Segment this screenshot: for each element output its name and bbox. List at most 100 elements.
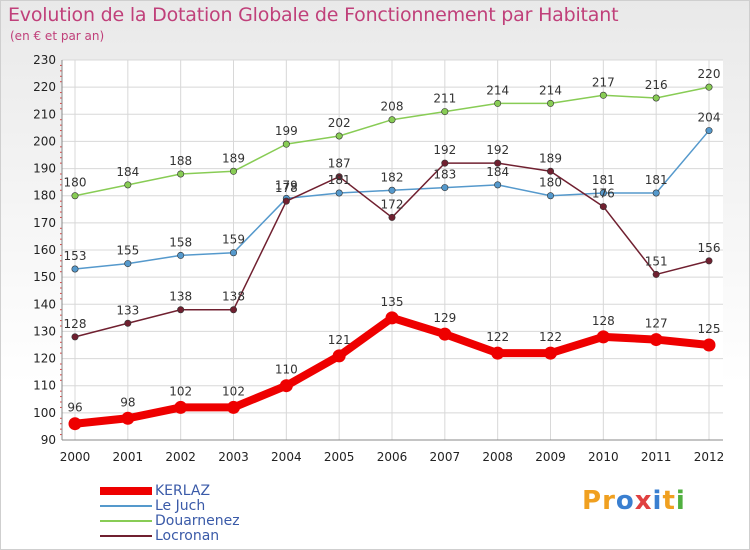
data-point bbox=[702, 338, 716, 352]
y-tick-label: 160 bbox=[33, 243, 56, 257]
data-point bbox=[441, 184, 449, 192]
data-point bbox=[388, 116, 396, 124]
data-point bbox=[649, 333, 663, 347]
proxiti-logo: Proxiti bbox=[582, 486, 686, 516]
data-label: 214 bbox=[486, 83, 509, 97]
data-point bbox=[652, 94, 660, 102]
data-point bbox=[124, 319, 132, 327]
data-label: 125 bbox=[698, 322, 721, 336]
chart-title: Evolution de la Dotation Globale de Fonc… bbox=[8, 4, 619, 26]
data-label: 178 bbox=[275, 181, 298, 195]
data-point bbox=[705, 257, 713, 265]
data-point bbox=[282, 140, 290, 148]
data-label: 158 bbox=[169, 235, 192, 249]
data-label: 208 bbox=[381, 100, 404, 114]
data-point bbox=[652, 270, 660, 278]
data-point bbox=[121, 411, 135, 425]
data-point bbox=[279, 379, 293, 393]
x-tick-label: 2012 bbox=[694, 450, 725, 464]
data-label: 192 bbox=[486, 143, 509, 157]
x-tick-label: 2001 bbox=[113, 450, 144, 464]
data-label: 128 bbox=[64, 317, 87, 331]
data-label: 216 bbox=[645, 78, 668, 92]
y-tick-label: 190 bbox=[33, 162, 56, 176]
data-point bbox=[705, 127, 713, 135]
data-label: 128 bbox=[592, 314, 615, 328]
y-tick-label: 130 bbox=[33, 324, 56, 338]
data-point bbox=[71, 333, 79, 341]
data-point bbox=[546, 167, 554, 175]
data-label: 98 bbox=[120, 395, 135, 409]
y-tick-label: 100 bbox=[33, 406, 56, 420]
data-point bbox=[441, 108, 449, 116]
data-point bbox=[599, 91, 607, 99]
data-label: 153 bbox=[64, 249, 87, 263]
data-label: 184 bbox=[486, 165, 509, 179]
y-tick-label: 210 bbox=[33, 107, 56, 121]
legend-label: KERLAZ bbox=[155, 483, 211, 499]
data-label: 133 bbox=[116, 303, 139, 317]
data-label: 217 bbox=[592, 75, 615, 89]
data-label: 135 bbox=[381, 295, 404, 309]
y-tick-label: 90 bbox=[41, 433, 56, 447]
data-label: 138 bbox=[169, 290, 192, 304]
data-point bbox=[494, 181, 502, 189]
data-point bbox=[230, 167, 238, 175]
logo-letter: P bbox=[582, 486, 603, 516]
x-tick-label: 2000 bbox=[60, 450, 91, 464]
data-point bbox=[599, 189, 607, 197]
data-label: 184 bbox=[116, 165, 139, 179]
legend-swatch bbox=[100, 520, 152, 522]
data-label: 121 bbox=[328, 333, 351, 347]
data-point bbox=[332, 349, 346, 363]
data-label: 187 bbox=[328, 157, 351, 171]
data-point bbox=[438, 327, 452, 341]
logo-letter: r bbox=[602, 486, 616, 516]
data-point bbox=[282, 197, 290, 205]
data-label: 189 bbox=[539, 151, 562, 165]
data-label: 159 bbox=[222, 233, 245, 247]
logo-letter: i bbox=[652, 486, 663, 516]
legend-label: Le Juch bbox=[155, 498, 206, 514]
data-point bbox=[388, 186, 396, 194]
x-tick-label: 2009 bbox=[535, 450, 566, 464]
y-tick-label: 170 bbox=[33, 216, 56, 230]
data-point bbox=[124, 181, 132, 189]
data-label: 183 bbox=[433, 168, 456, 182]
x-tick-label: 2008 bbox=[482, 450, 513, 464]
data-point bbox=[546, 192, 554, 200]
data-point bbox=[544, 346, 557, 360]
data-label: 189 bbox=[222, 151, 245, 165]
data-point bbox=[388, 213, 396, 221]
data-point bbox=[71, 265, 79, 273]
data-point bbox=[174, 400, 188, 414]
data-label: 188 bbox=[169, 154, 192, 168]
data-label: 129 bbox=[433, 311, 456, 325]
data-label: 180 bbox=[539, 176, 562, 190]
data-label: 220 bbox=[698, 67, 721, 81]
data-label: 102 bbox=[169, 384, 192, 398]
data-label: 211 bbox=[433, 92, 456, 106]
data-label: 176 bbox=[592, 187, 615, 201]
data-point bbox=[68, 417, 82, 431]
x-tick-label: 2004 bbox=[271, 450, 302, 464]
data-label: 122 bbox=[539, 330, 562, 344]
data-label: 214 bbox=[539, 83, 562, 97]
data-point bbox=[491, 346, 505, 360]
data-point bbox=[599, 203, 607, 211]
data-label: 122 bbox=[486, 330, 509, 344]
data-label: 156 bbox=[698, 241, 721, 255]
data-point bbox=[385, 311, 399, 325]
data-point bbox=[177, 251, 185, 259]
x-tick-label: 2003 bbox=[218, 450, 249, 464]
data-point bbox=[177, 306, 185, 314]
data-label: 182 bbox=[381, 170, 404, 184]
x-tick-label: 2011 bbox=[641, 450, 672, 464]
data-label: 181 bbox=[328, 173, 351, 187]
data-label: 151 bbox=[645, 254, 668, 268]
y-tick-label: 180 bbox=[33, 189, 56, 203]
y-tick-label: 200 bbox=[33, 134, 56, 148]
data-label: 138 bbox=[222, 290, 245, 304]
y-tick-label: 220 bbox=[33, 80, 56, 94]
